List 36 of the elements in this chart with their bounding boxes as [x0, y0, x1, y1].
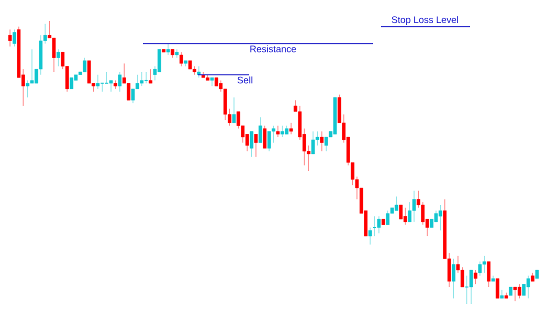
candlestick: [474, 270, 478, 285]
ref-line-label: Sell: [238, 76, 252, 84]
candlestick: [82, 57, 86, 72]
candlestick: [496, 278, 500, 299]
candlestick: [250, 130, 254, 158]
candlestick: [478, 261, 482, 276]
candlestick: [96, 74, 100, 90]
candlestick: [368, 227, 372, 245]
candlestick: [166, 43, 170, 56]
candlestick: [197, 66, 201, 78]
ref-line-label: Stop Loss Level: [392, 16, 458, 25]
candlestick: [109, 80, 113, 92]
candlestick: [377, 216, 381, 234]
candlestick: [12, 29, 16, 47]
candlestick: [118, 72, 122, 92]
candlestick: [56, 48, 60, 67]
candlestick: [258, 116, 262, 144]
candlestick: [289, 122, 293, 135]
candlestick: [144, 72, 148, 84]
candlestick: [148, 68, 152, 84]
candlestick: [487, 261, 490, 288]
candlestick: [320, 130, 324, 152]
candlestick: [232, 97, 236, 124]
candlestick: [280, 125, 284, 138]
candlestick: [104, 72, 109, 84]
candlestick: [276, 125, 280, 138]
candlestick: [263, 125, 266, 149]
candlestick: [399, 204, 403, 220]
candlestick: [372, 216, 377, 236]
candlestick: [180, 52, 184, 67]
candlestick: [452, 258, 456, 299]
candlestick: [412, 190, 416, 222]
candlestick: [8, 29, 12, 47]
candlestick: [254, 134, 258, 158]
ref-line-label: Resistance: [250, 45, 296, 52]
candlestick: [469, 270, 473, 304]
